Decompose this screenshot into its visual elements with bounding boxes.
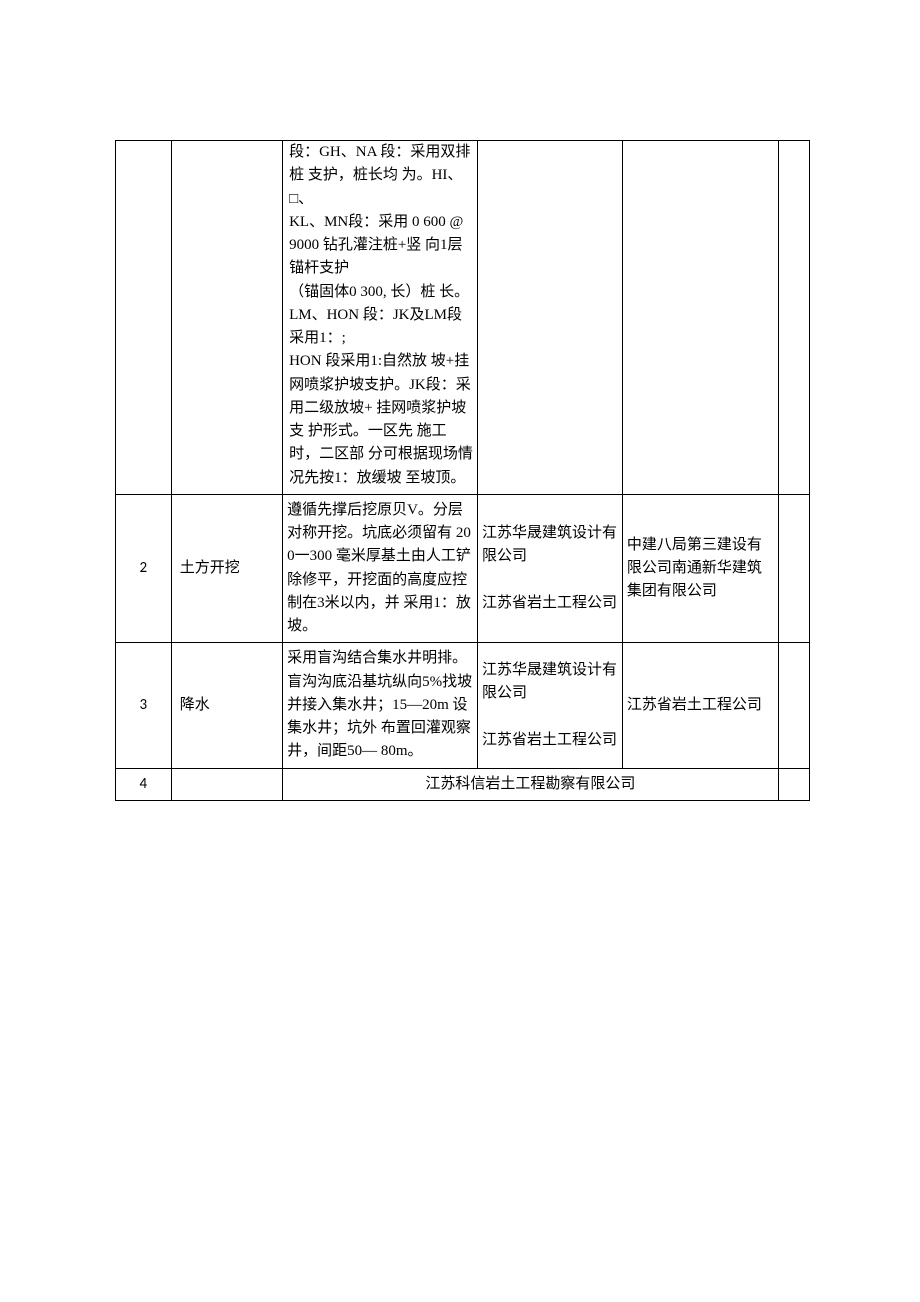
document-page: 段：GH、NA 段：采用双排桩 支护，桩长均 为。HI、□、KL、MN段：采用 … [0,0,920,921]
cell-last [778,643,809,768]
cell-idx: 3 [116,643,172,768]
cell-last [778,141,809,495]
cell-idx: 2 [116,494,172,643]
cell-unit1: 江苏华晟建筑设计有限公司江苏省岩土工程公司 [478,494,623,643]
cell-idx: 4 [116,768,172,800]
main-table: 段：GH、NA 段：采用双排桩 支护，桩长均 为。HI、□、KL、MN段：采用 … [115,140,810,801]
cell-desc: 采用盲沟结合集水井明排。盲沟沟底沿基坑纵向5%找坡并接入集水井；15—20m 设… [283,643,478,768]
table-row: 3 降水 采用盲沟结合集水井明排。盲沟沟底沿基坑纵向5%找坡并接入集水井；15—… [116,643,810,768]
cell-name [171,768,282,800]
cell-unit2: 中建八局第三建设有限公司南通新华建筑集团有限公司 [622,494,778,643]
table-row: 段：GH、NA 段：采用双排桩 支护，桩长均 为。HI、□、KL、MN段：采用 … [116,141,810,495]
cell-desc: 遵循先撑后挖原贝V。分层对称开挖。坑底必须留有 200一300 毫米厚基土由人工… [283,494,478,643]
cell-unit2 [622,141,778,495]
cell-unit1 [478,141,623,495]
table-row: 2 土方开挖 遵循先撑后挖原贝V。分层对称开挖。坑底必须留有 200一300 毫… [116,494,810,643]
cell-idx [116,141,172,495]
cell-desc: 段：GH、NA 段：采用双排桩 支护，桩长均 为。HI、□、KL、MN段：采用 … [283,141,478,495]
cell-unit1: 江苏华晟建筑设计有限公司江苏省岩土工程公司 [478,643,623,768]
cell-last [778,494,809,643]
cell-merged: 江苏科信岩土工程勘察有限公司 [283,768,779,800]
cell-name [171,141,282,495]
cell-unit2: 江苏省岩土工程公司 [622,643,778,768]
cell-last [778,768,809,800]
table-row: 4 江苏科信岩土工程勘察有限公司 [116,768,810,800]
cell-name: 土方开挖 [171,494,282,643]
cell-name: 降水 [171,643,282,768]
